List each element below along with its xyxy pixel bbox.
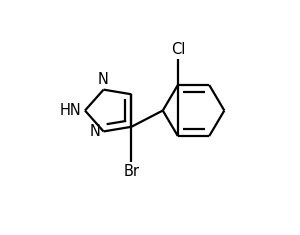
Text: N: N — [89, 124, 100, 139]
Text: Cl: Cl — [171, 42, 185, 57]
Text: HN: HN — [60, 103, 82, 118]
Text: N: N — [98, 72, 109, 87]
Text: Br: Br — [123, 164, 140, 179]
